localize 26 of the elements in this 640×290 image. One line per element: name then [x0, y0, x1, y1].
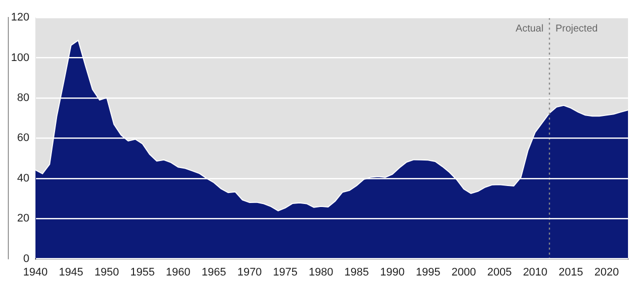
y-tick-label: 20 — [17, 212, 30, 225]
x-tick-label: 1960 — [166, 266, 190, 278]
x-tick-label: 2010 — [522, 266, 548, 278]
y-tick-label: 60 — [17, 132, 30, 144]
x-tick-label: 1970 — [237, 266, 262, 278]
x-tick-label: 1955 — [130, 266, 155, 278]
x-tick-label: 1965 — [202, 266, 226, 278]
x-tick-label: 2000 — [452, 266, 476, 278]
y-tick-label: 100 — [10, 52, 30, 64]
x-tick-label: 1940 — [23, 266, 48, 278]
x-tick-label: 1975 — [273, 266, 298, 278]
x-tick-label: 1950 — [94, 266, 119, 278]
y-tick-label: 0 — [23, 252, 30, 265]
x-tick-label: 1995 — [416, 266, 440, 278]
y-tick-label: 40 — [17, 172, 30, 184]
x-tick-label: 1945 — [58, 266, 84, 278]
y-tick-label: 80 — [17, 92, 30, 104]
x-tick-label: 1980 — [308, 266, 334, 278]
x-tick-label: 1985 — [344, 266, 369, 278]
annotation: Actual — [516, 23, 544, 34]
annotation: Projected — [555, 23, 598, 34]
y-tick-label: 120 — [10, 12, 30, 24]
x-tick-label: 1990 — [380, 266, 405, 278]
x-tick-label: 2020 — [594, 266, 619, 278]
x-tick-label: 2015 — [558, 266, 584, 278]
x-tick-label: 2005 — [487, 266, 512, 278]
